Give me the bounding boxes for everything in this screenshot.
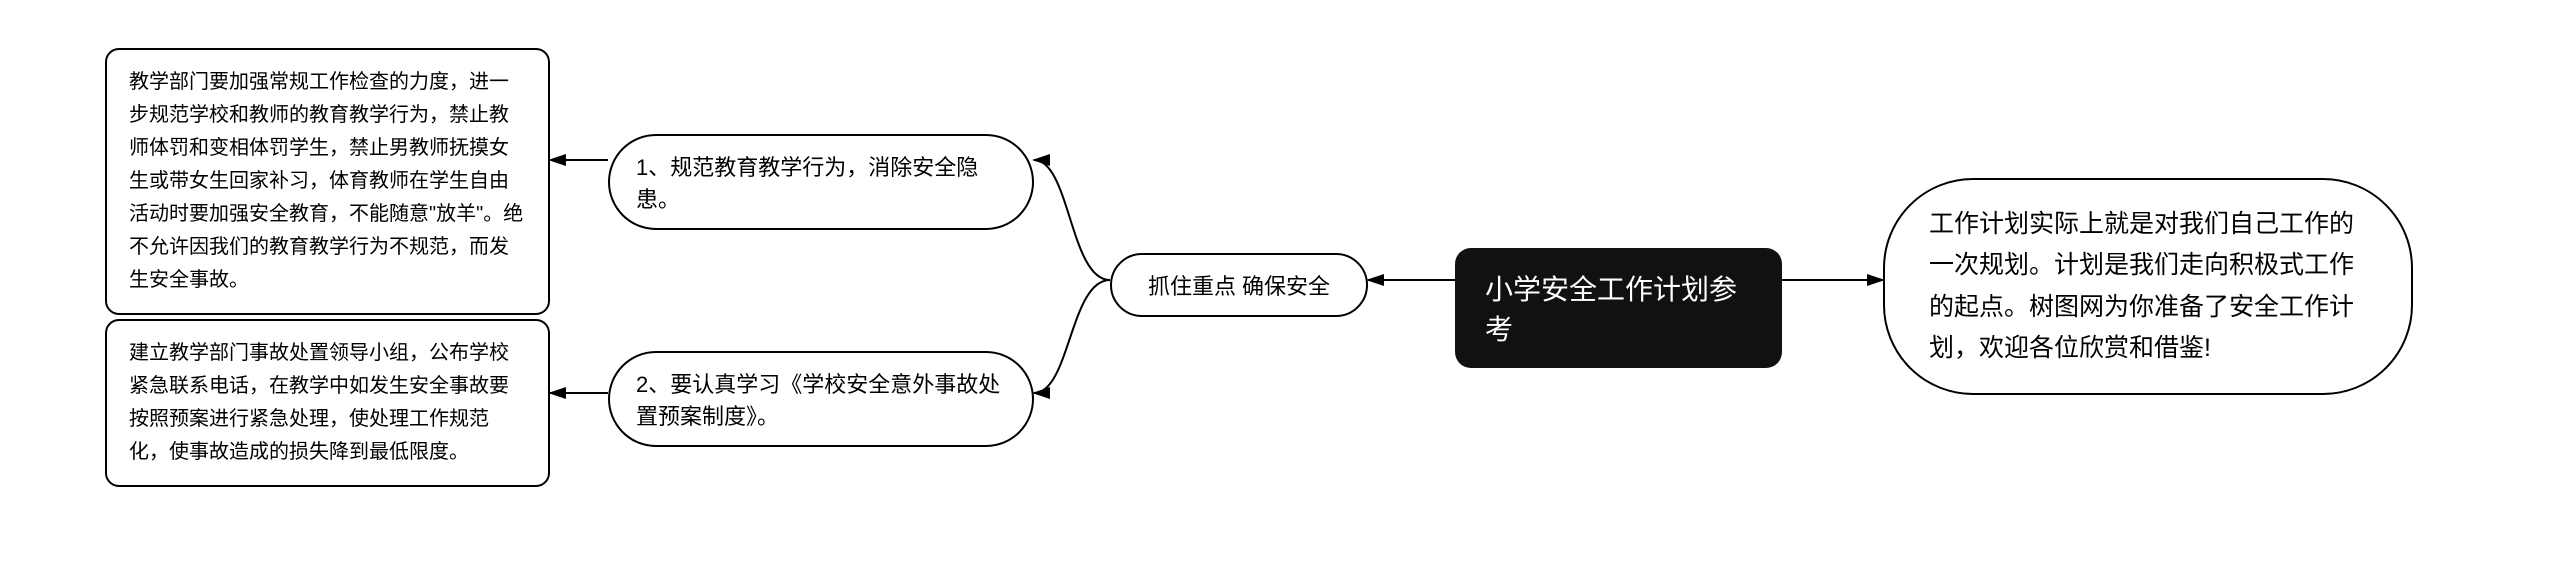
left-branch-node: 抓住重点 确保安全 (1110, 253, 1368, 317)
right-description-text: 工作计划实际上就是对我们自己工作的一次规划。计划是我们走向积极式工作的起点。树图… (1929, 204, 2367, 369)
detail-1-text: 教学部门要加强常规工作检查的力度，进一步规范学校和教师的教育教学行为，禁止教师体… (129, 66, 526, 297)
item-2-node: 2、要认真学习《学校安全意外事故处置预案制度》。 (608, 351, 1034, 447)
center-label: 小学安全工作计划参考 (1485, 268, 1752, 348)
detail-2-node: 建立教学部门事故处置领导小组，公布学校紧急联系电话，在教学中如发生安全事故要按照… (105, 319, 550, 487)
center-node: 小学安全工作计划参考 (1455, 248, 1782, 368)
item-2-label: 2、要认真学习《学校安全意外事故处置预案制度》。 (636, 367, 1006, 431)
item-1-node: 1、规范教育教学行为，消除安全隐患。 (608, 134, 1034, 230)
detail-1-node: 教学部门要加强常规工作检查的力度，进一步规范学校和教师的教育教学行为，禁止教师体… (105, 48, 550, 315)
left-branch-label: 抓住重点 确保安全 (1148, 269, 1330, 301)
right-description-node: 工作计划实际上就是对我们自己工作的一次规划。计划是我们走向积极式工作的起点。树图… (1883, 178, 2413, 395)
detail-2-text: 建立教学部门事故处置领导小组，公布学校紧急联系电话，在教学中如发生安全事故要按照… (129, 337, 526, 469)
item-1-label: 1、规范教育教学行为，消除安全隐患。 (636, 150, 1006, 214)
